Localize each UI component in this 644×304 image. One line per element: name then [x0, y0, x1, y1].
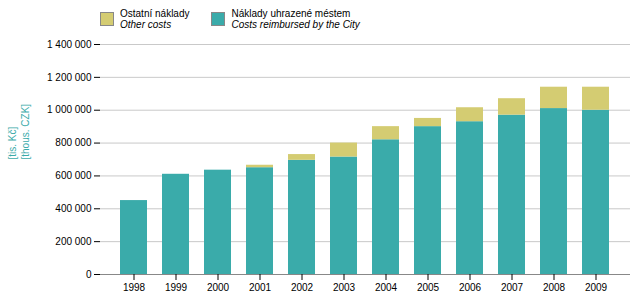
- svg-text:0: 0: [86, 269, 92, 280]
- html-text:Other costs: Other costs: [120, 19, 172, 30]
- svg-text:400 000: 400 000: [55, 203, 92, 214]
- svg-text:2000: 2000: [207, 282, 230, 293]
- svg-text:2004: 2004: [375, 282, 398, 293]
- svg-text:600 000: 600 000: [55, 170, 92, 181]
- svg-text:2008: 2008: [543, 282, 566, 293]
- svg-text:2005: 2005: [417, 282, 440, 293]
- svg-text:1 400 000: 1 400 000: [47, 39, 92, 50]
- svg-text:2001: 2001: [249, 282, 272, 293]
- svg-text:1 000 000: 1 000 000: [47, 104, 92, 115]
- svg-text:2006: 2006: [459, 282, 482, 293]
- html-text:Costs reimbursed by the City: Costs reimbursed by the City: [231, 19, 360, 30]
- html-text:Ostatní náklady: Ostatní náklady: [120, 8, 190, 19]
- svg-text:2002: 2002: [291, 282, 314, 293]
- svg-text:1998: 1998: [123, 282, 146, 293]
- svg-text:1 200 000: 1 200 000: [47, 72, 92, 83]
- svg-text:1999: 1999: [165, 282, 188, 293]
- svg-text:2009: 2009: [585, 282, 608, 293]
- svg-text:2003: 2003: [333, 282, 356, 293]
- svg-text:2007: 2007: [501, 282, 524, 293]
- svg-text:200 000: 200 000: [55, 236, 92, 247]
- html-text:Náklady uhrazené méstem: Náklady uhrazené méstem: [231, 8, 351, 19]
- svg-text:[tis. Kč][thous. CZK]: [tis. Kč][thous. CZK]: [7, 104, 31, 160]
- svg-text:800 000: 800 000: [55, 137, 92, 148]
